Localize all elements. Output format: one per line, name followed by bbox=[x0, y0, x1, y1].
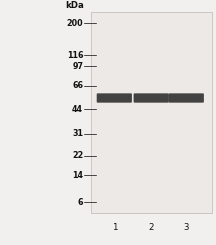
Text: 44: 44 bbox=[72, 105, 83, 113]
Text: 116: 116 bbox=[67, 51, 83, 60]
Text: 2: 2 bbox=[148, 223, 154, 232]
FancyBboxPatch shape bbox=[133, 93, 169, 103]
Text: 31: 31 bbox=[72, 129, 83, 138]
Text: 97: 97 bbox=[72, 62, 83, 71]
Bar bbox=[91, 12, 212, 213]
Text: 22: 22 bbox=[72, 151, 83, 160]
Text: 1: 1 bbox=[111, 223, 117, 232]
Text: kDa: kDa bbox=[65, 1, 84, 10]
Text: 6: 6 bbox=[78, 198, 83, 207]
Text: 66: 66 bbox=[72, 81, 83, 90]
Text: 3: 3 bbox=[184, 223, 189, 232]
FancyBboxPatch shape bbox=[169, 93, 204, 103]
Text: 14: 14 bbox=[72, 171, 83, 180]
FancyBboxPatch shape bbox=[97, 93, 132, 103]
Text: 200: 200 bbox=[67, 19, 83, 28]
